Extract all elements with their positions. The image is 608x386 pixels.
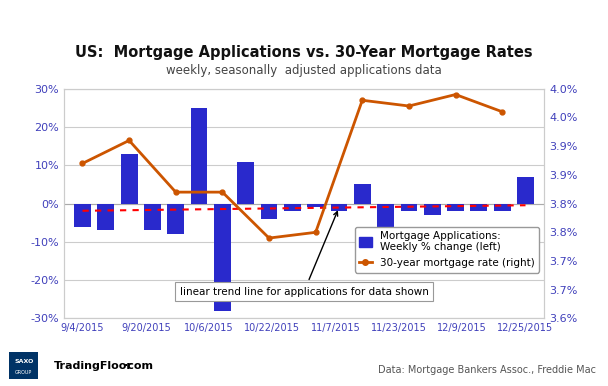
Legend: Mortgage Applications:
Weekly % change (left), 30-year mortgage rate (right): Mortgage Applications: Weekly % change (… [355, 227, 539, 273]
Text: linear trend line for applications for data shown: linear trend line for applications for d… [179, 212, 429, 297]
Bar [377, 204, 394, 234]
Text: SAXO: SAXO [14, 359, 33, 364]
Text: TradingFloor: TradingFloor [54, 361, 133, 371]
Text: weekly, seasonally  adjusted applications data: weekly, seasonally adjusted applications… [166, 64, 442, 77]
Bar [191, 108, 207, 204]
Bar [447, 204, 464, 211]
Bar [331, 204, 347, 211]
Text: ·com: ·com [123, 361, 153, 371]
Bar [401, 204, 417, 211]
Bar [261, 204, 277, 219]
Bar [144, 204, 161, 230]
Bar [517, 177, 534, 204]
Bar [97, 204, 114, 230]
Bar [354, 185, 371, 204]
Text: Data: Mortgage Bankers Assoc., Freddie Mac: Data: Mortgage Bankers Assoc., Freddie M… [378, 365, 596, 375]
Bar [471, 204, 487, 211]
Bar [307, 204, 324, 207]
Bar [74, 204, 91, 227]
Bar [237, 161, 254, 204]
Bar [494, 204, 511, 211]
Text: US:  Mortgage Applications vs. 30-Year Mortgage Rates: US: Mortgage Applications vs. 30-Year Mo… [75, 45, 533, 60]
Bar [284, 204, 301, 211]
Text: GROUP: GROUP [15, 370, 32, 375]
Bar [214, 204, 231, 311]
Bar [167, 204, 184, 234]
Bar [121, 154, 137, 204]
Bar [424, 204, 441, 215]
